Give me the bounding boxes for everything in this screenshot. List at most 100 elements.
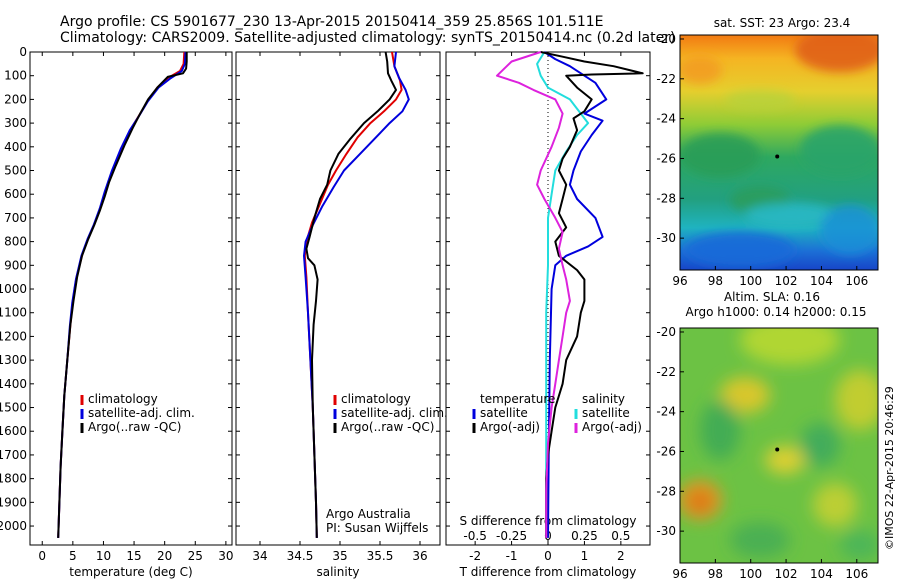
sst-map xyxy=(679,34,879,271)
x-tick-label: 2 xyxy=(617,549,625,563)
header-line-2: Climatology: CARS2009. Satellite-adjuste… xyxy=(60,30,675,46)
credit-note: PI: Susan Wijffels xyxy=(326,521,428,535)
map-x-tick-label: 104 xyxy=(810,567,833,580)
map-y-tick-label: -28 xyxy=(656,191,676,205)
s-diff-tick-label: -0.5 xyxy=(463,529,486,543)
map-x-tick-label: 102 xyxy=(775,567,798,580)
depth-tick-label: 400 xyxy=(4,140,27,154)
sla-map-title: Altim. SLA: 0.16 xyxy=(724,290,820,304)
series-line xyxy=(57,51,187,538)
argo-location-marker xyxy=(775,447,780,452)
x-tick-label: 5 xyxy=(69,549,77,563)
depth-tick-label: 1900 xyxy=(0,495,27,509)
x-tick-label: 0 xyxy=(544,549,552,563)
header-line-1: Argo profile: CS 5901677_230 13-Apr-2015… xyxy=(60,14,604,30)
depth-tick-label: 2000 xyxy=(0,519,27,533)
sla-map xyxy=(679,327,879,564)
x-tick-label: 30 xyxy=(218,549,233,563)
depth-tick-label: 300 xyxy=(4,116,27,130)
depth-tick-label: 600 xyxy=(4,187,27,201)
legend-label: satellite xyxy=(480,406,528,420)
credit-note: Argo Australia xyxy=(326,507,411,521)
depth-tick-label: 800 xyxy=(4,235,27,249)
salinity-frame xyxy=(235,51,441,546)
map-x-tick-label: 104 xyxy=(810,274,833,288)
salinity-xlabel: salinity xyxy=(316,565,359,579)
map-x-tick-label: 106 xyxy=(845,274,868,288)
depth-tick-label: 500 xyxy=(4,164,27,178)
depth-tick-label: 700 xyxy=(4,211,27,225)
sst-map-ticks: 96 98 100 102 104 106 -20 -22 -24 -26 -28 -30 xyxy=(656,32,868,288)
map-y-tick-label: -24 xyxy=(656,405,676,419)
map-y-tick-label: -22 xyxy=(656,365,676,379)
series-line xyxy=(303,51,410,538)
map-x-tick-label: 98 xyxy=(708,274,723,288)
temperature-panel: 0100200300400500600700800900100011001200… xyxy=(0,45,234,579)
series-line xyxy=(305,51,397,538)
x-tick-label: 0 xyxy=(38,549,46,563)
temperature-xlabel: temperature (deg C) xyxy=(69,565,192,579)
x-tick-label: 10 xyxy=(96,549,111,563)
s-diff-tick-label: -0.25 xyxy=(496,529,527,543)
legend-label: satellite-adj. clim. xyxy=(341,406,448,420)
x-tick-label: 35.5 xyxy=(367,549,394,563)
map-x-tick-label: 106 xyxy=(845,567,868,580)
series-line xyxy=(543,51,608,538)
map-y-tick-label: -26 xyxy=(656,444,676,458)
series-line xyxy=(540,51,644,538)
imos-watermark: ©IMOS 22-Apr-2015 20:46:29 xyxy=(883,386,896,550)
sla-map-subtitle: Argo h1000: 0.14 h2000: 0.15 xyxy=(686,305,867,319)
map-y-tick-label: -30 xyxy=(656,231,676,245)
profile-panels: 0100200300400500600700800900100011001200… xyxy=(0,45,651,579)
x-tick-label: 25 xyxy=(188,549,203,563)
legend-label: satellite-adj. clim. xyxy=(88,406,195,420)
series-line xyxy=(57,51,186,538)
map-x-tick-label: 96 xyxy=(672,274,687,288)
difference-panel: -2 -1 0 1 2 T difference from climatology -0.5… xyxy=(445,51,651,579)
sla-map-ticks: 96 98 100 102 104 106 -20 -22 -24 -26 -28 -30 xyxy=(656,325,868,580)
x-tick-label: -2 xyxy=(469,549,481,563)
legend-title-salinity: salinity xyxy=(582,392,625,406)
map-y-tick-label: -22 xyxy=(656,72,676,86)
temperature-frame xyxy=(29,51,233,546)
x-tick-label: 36 xyxy=(412,549,427,563)
x-tick-label: 35 xyxy=(332,549,347,563)
salinity-panel: 34 34.5 35 35.5 36 salinity climatologysatelli… xyxy=(235,51,448,579)
map-x-tick-label: 100 xyxy=(739,274,762,288)
depth-tick-label: 1700 xyxy=(0,448,27,462)
legend-label: climatology xyxy=(341,392,411,406)
depth-tick-label: 900 xyxy=(4,258,27,272)
map-y-tick-label: -24 xyxy=(656,112,676,126)
x-tick-label: 1 xyxy=(581,549,589,563)
depth-tick-label: 200 xyxy=(4,92,27,106)
argo-location-marker xyxy=(775,154,780,159)
legend-label: Argo(-adj) xyxy=(480,420,540,434)
legend-label: Argo(-adj) xyxy=(582,420,642,434)
depth-tick-label: 1100 xyxy=(0,306,27,320)
s-diff-tick-label: 0.5 xyxy=(611,529,630,543)
depth-tick-label: 1800 xyxy=(0,472,27,486)
series-line xyxy=(496,51,571,538)
map-y-tick-label: -20 xyxy=(656,325,676,339)
series-line xyxy=(57,52,188,538)
x-tick-label: 15 xyxy=(126,549,141,563)
sst-map-title: sat. SST: 23 Argo: 23.4 xyxy=(714,16,851,30)
s-diff-tick-label: 0.25 xyxy=(571,529,598,543)
legend-label: Argo(..raw -QC) xyxy=(88,420,181,434)
map-x-tick-label: 102 xyxy=(775,274,798,288)
legend-label: satellite xyxy=(582,406,630,420)
series-line xyxy=(536,51,590,538)
depth-tick-label: 1000 xyxy=(0,282,27,296)
difference-xlabel: T difference from climatology xyxy=(459,565,637,579)
map-x-tick-label: 96 xyxy=(672,567,687,580)
map-y-tick-label: -28 xyxy=(656,484,676,498)
legend-label: Argo(..raw -QC) xyxy=(341,420,434,434)
depth-tick-label: 1300 xyxy=(0,353,27,367)
depth-tick-label: 1600 xyxy=(0,424,27,438)
map-y-tick-label: -30 xyxy=(656,524,676,538)
map-x-tick-label: 98 xyxy=(708,567,723,580)
depth-tick-label: 1200 xyxy=(0,329,27,343)
map-x-tick-label: 100 xyxy=(739,567,762,580)
x-tick-label: -1 xyxy=(506,549,518,563)
